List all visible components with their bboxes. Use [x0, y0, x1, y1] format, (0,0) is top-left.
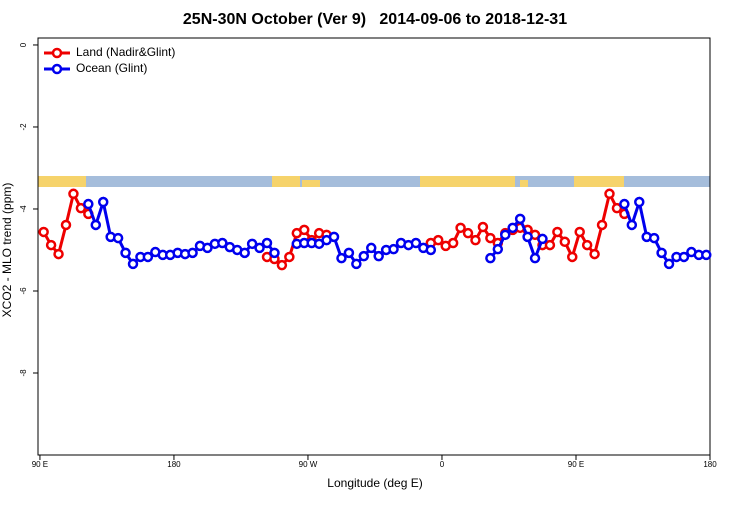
point — [269, 247, 280, 259]
point — [328, 231, 340, 243]
point — [351, 258, 362, 270]
point — [537, 233, 548, 245]
point — [544, 239, 556, 251]
point — [678, 251, 690, 263]
point — [120, 247, 131, 259]
x-axis-label: Longitude (deg E) — [327, 476, 422, 490]
legend-label: Land (Nadir&Glint) — [76, 45, 175, 59]
point — [611, 202, 623, 214]
point — [619, 198, 630, 210]
x-tick-label: 90 E — [32, 460, 48, 469]
point — [68, 188, 79, 200]
point — [90, 219, 102, 231]
point — [455, 222, 466, 234]
point — [373, 250, 384, 262]
y-axis-label: XCO2 - MLO trend (ppm) — [0, 183, 14, 318]
point — [284, 251, 295, 263]
point — [567, 251, 578, 263]
point — [552, 226, 563, 238]
point — [425, 244, 437, 256]
point — [604, 188, 615, 200]
point — [112, 232, 124, 244]
x-tick-label: 90 W — [299, 460, 318, 469]
point — [485, 232, 496, 244]
legend-marker — [51, 47, 63, 59]
point — [485, 252, 496, 264]
point — [522, 231, 533, 243]
legend-label: Ocean (Glint) — [76, 61, 147, 75]
point — [343, 247, 355, 259]
point — [388, 243, 399, 255]
point — [45, 239, 57, 251]
x-tick-label: 0 — [440, 460, 445, 469]
point — [656, 247, 667, 259]
x-tick-label: 180 — [167, 460, 181, 469]
point — [365, 242, 377, 254]
point — [663, 258, 675, 270]
point — [75, 202, 87, 214]
point — [202, 242, 213, 254]
point — [500, 229, 511, 241]
point — [507, 222, 518, 234]
point — [336, 252, 347, 264]
point — [83, 198, 94, 210]
point — [581, 239, 593, 251]
point — [433, 234, 444, 246]
y-tick-label: -6 — [19, 287, 28, 295]
point — [634, 196, 645, 208]
point — [298, 224, 310, 236]
point — [589, 248, 600, 260]
chart-title: 25N-30N October (Ver 9) 2014-09-06 to 20… — [183, 11, 567, 28]
point — [596, 219, 608, 231]
point — [574, 226, 585, 238]
point — [358, 250, 370, 262]
legend-marker — [51, 63, 63, 75]
point — [648, 232, 660, 244]
y-tick-label: -4 — [19, 205, 28, 213]
point — [559, 236, 571, 248]
point — [492, 243, 504, 255]
point — [626, 219, 638, 231]
point — [470, 234, 481, 246]
point — [60, 219, 72, 231]
y-tick-label: 0 — [19, 42, 28, 47]
point — [462, 227, 474, 239]
point — [261, 237, 273, 249]
point — [97, 196, 109, 208]
x-tick-label: 90 E — [568, 460, 584, 469]
point — [187, 247, 198, 259]
point — [239, 247, 250, 259]
point — [514, 213, 526, 225]
map-strip — [38, 176, 710, 187]
point — [477, 221, 489, 233]
point — [246, 238, 258, 250]
point — [701, 249, 712, 261]
point — [53, 248, 64, 260]
point — [142, 251, 154, 263]
point — [217, 237, 228, 249]
point — [127, 258, 139, 270]
plot-frame — [37, 37, 711, 456]
y-tick-label: -8 — [19, 369, 28, 377]
point — [276, 259, 288, 271]
x-tick-label: 180 — [703, 460, 717, 469]
point — [38, 226, 49, 238]
point — [254, 242, 265, 254]
point — [410, 237, 422, 249]
point — [529, 252, 541, 264]
point — [447, 237, 459, 249]
y-tick-label: -2 — [19, 123, 28, 131]
